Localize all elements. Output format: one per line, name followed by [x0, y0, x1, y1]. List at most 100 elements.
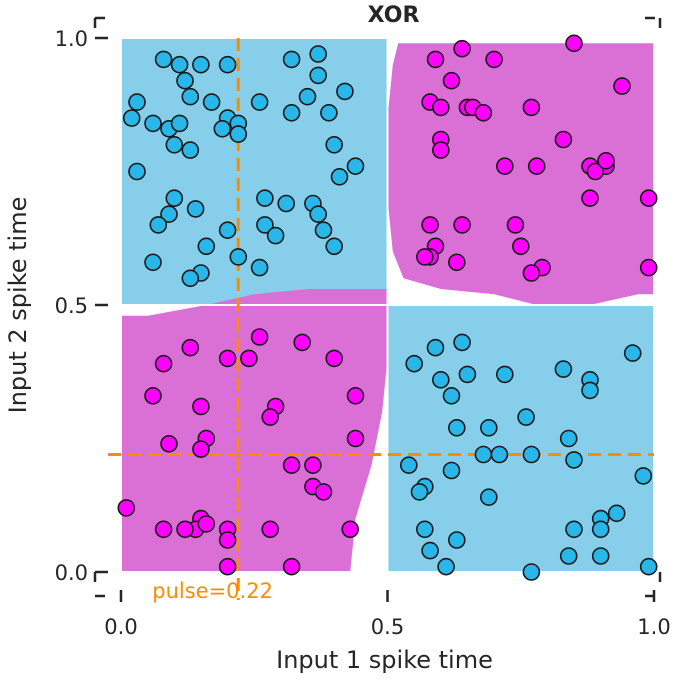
- data-point-class-1: [613, 77, 631, 95]
- data-point-class-0: [213, 120, 232, 138]
- data-point-class-1: [325, 349, 344, 368]
- data-point-class-0: [320, 104, 338, 122]
- data-point-class-0: [309, 205, 328, 223]
- data-point-class-0: [170, 114, 189, 133]
- data-point-class-0: [325, 136, 344, 154]
- x-tick-label: 0.0: [104, 615, 137, 639]
- data-point-class-1: [453, 216, 471, 234]
- data-point-class-1: [154, 354, 173, 373]
- data-point-class-1: [431, 98, 450, 117]
- data-point-class-1: [154, 520, 173, 539]
- data-point-class-1: [341, 520, 360, 539]
- data-point-class-0: [559, 429, 578, 448]
- data-point-class-1: [282, 456, 301, 475]
- data-point-class-0: [442, 461, 461, 480]
- data-point-class-0: [165, 136, 184, 154]
- data-point-class-1: [442, 71, 461, 90]
- data-point-class-0: [229, 125, 248, 143]
- data-point-class-0: [447, 531, 466, 549]
- data-point-class-0: [607, 504, 626, 523]
- data-point-class-0: [170, 55, 189, 74]
- data-point-class-0: [128, 162, 146, 181]
- data-point-class-0: [431, 370, 450, 389]
- data-point-class-1: [415, 248, 434, 266]
- data-point-class-0: [229, 248, 248, 266]
- data-point-class-0: [458, 365, 477, 384]
- data-point-class-0: [181, 87, 200, 106]
- data-point-class-1: [565, 34, 583, 53]
- data-point-class-0: [330, 168, 349, 186]
- x-tick-label: 0.5: [371, 615, 404, 639]
- data-point-class-1: [261, 408, 280, 426]
- data-point-class-0: [256, 216, 274, 234]
- data-point-class-1: [522, 98, 541, 117]
- data-points: [117, 34, 658, 581]
- data-point-class-0: [122, 109, 141, 127]
- data-point-class-0: [581, 381, 599, 400]
- data-point-class-1: [421, 216, 439, 234]
- axes: 0.0 0.5 1.0 0.0 0.5 1.0: [55, 16, 671, 639]
- data-point-class-1: [453, 39, 471, 58]
- data-point-class-0: [479, 488, 498, 507]
- data-point-class-0: [479, 418, 498, 437]
- data-point-class-1: [447, 253, 466, 272]
- data-point-class-1: [117, 499, 136, 517]
- data-point-class-0: [202, 93, 221, 111]
- data-point-class-0: [453, 333, 471, 352]
- data-point-class-0: [517, 408, 535, 426]
- data-point-class-0: [559, 547, 578, 565]
- pulse-label: pulse=0.22: [152, 579, 273, 603]
- data-point-class-0: [309, 45, 328, 63]
- data-point-class-0: [154, 50, 173, 69]
- data-point-class-0: [144, 114, 162, 133]
- x-axis-title: Input 1 spike time: [276, 646, 493, 674]
- data-point-class-1: [250, 328, 269, 346]
- data-point-class-0: [186, 200, 205, 218]
- data-point-class-0: [474, 445, 493, 464]
- data-point-class-1: [304, 456, 322, 475]
- data-point-class-0: [218, 55, 237, 74]
- data-point-class-0: [250, 93, 269, 111]
- data-point-class-0: [447, 418, 466, 437]
- data-point-class-0: [165, 189, 184, 207]
- data-point-class-1: [314, 483, 333, 501]
- data-point-class-1: [431, 141, 450, 159]
- data-point-class-1: [474, 104, 493, 122]
- data-point-class-0: [554, 360, 573, 378]
- decision-region-class-1: [121, 289, 388, 572]
- data-point-class-0: [250, 258, 269, 277]
- data-point-class-0: [192, 55, 210, 74]
- data-point-class-1: [346, 429, 365, 448]
- data-point-class-0: [346, 157, 365, 175]
- data-point-class-1: [495, 157, 514, 175]
- data-point-class-1: [181, 338, 200, 357]
- data-point-class-0: [181, 141, 200, 159]
- data-point-class-1: [282, 557, 301, 576]
- y-tick-label: 0.0: [55, 561, 88, 585]
- chart-title: XOR: [368, 3, 420, 28]
- y-axis-title: Input 2 spike time: [4, 197, 32, 414]
- data-point-class-0: [410, 483, 429, 501]
- data-point-class-0: [522, 445, 541, 464]
- data-point-class-1: [511, 237, 530, 256]
- data-point-class-1: [240, 349, 258, 368]
- data-point-class-1: [197, 515, 216, 533]
- data-point-class-0: [421, 541, 439, 560]
- data-point-class-0: [325, 237, 344, 256]
- data-point-class-0: [437, 557, 455, 576]
- data-point-class-1: [581, 189, 599, 207]
- data-point-class-1: [346, 386, 365, 405]
- data-point-class-1: [218, 531, 237, 549]
- data-point-class-0: [160, 205, 178, 223]
- data-point-class-1: [176, 520, 194, 539]
- data-point-class-1: [639, 189, 658, 207]
- y-tick-label: 0.5: [55, 294, 88, 318]
- data-point-class-1: [261, 520, 280, 539]
- y-tick-label: 1.0: [55, 27, 88, 51]
- data-point-class-0: [266, 226, 285, 245]
- data-point-class-0: [405, 354, 424, 373]
- data-point-class-1: [527, 157, 546, 175]
- data-point-class-1: [426, 50, 445, 69]
- data-point-class-0: [144, 253, 162, 272]
- data-point-class-1: [485, 50, 503, 69]
